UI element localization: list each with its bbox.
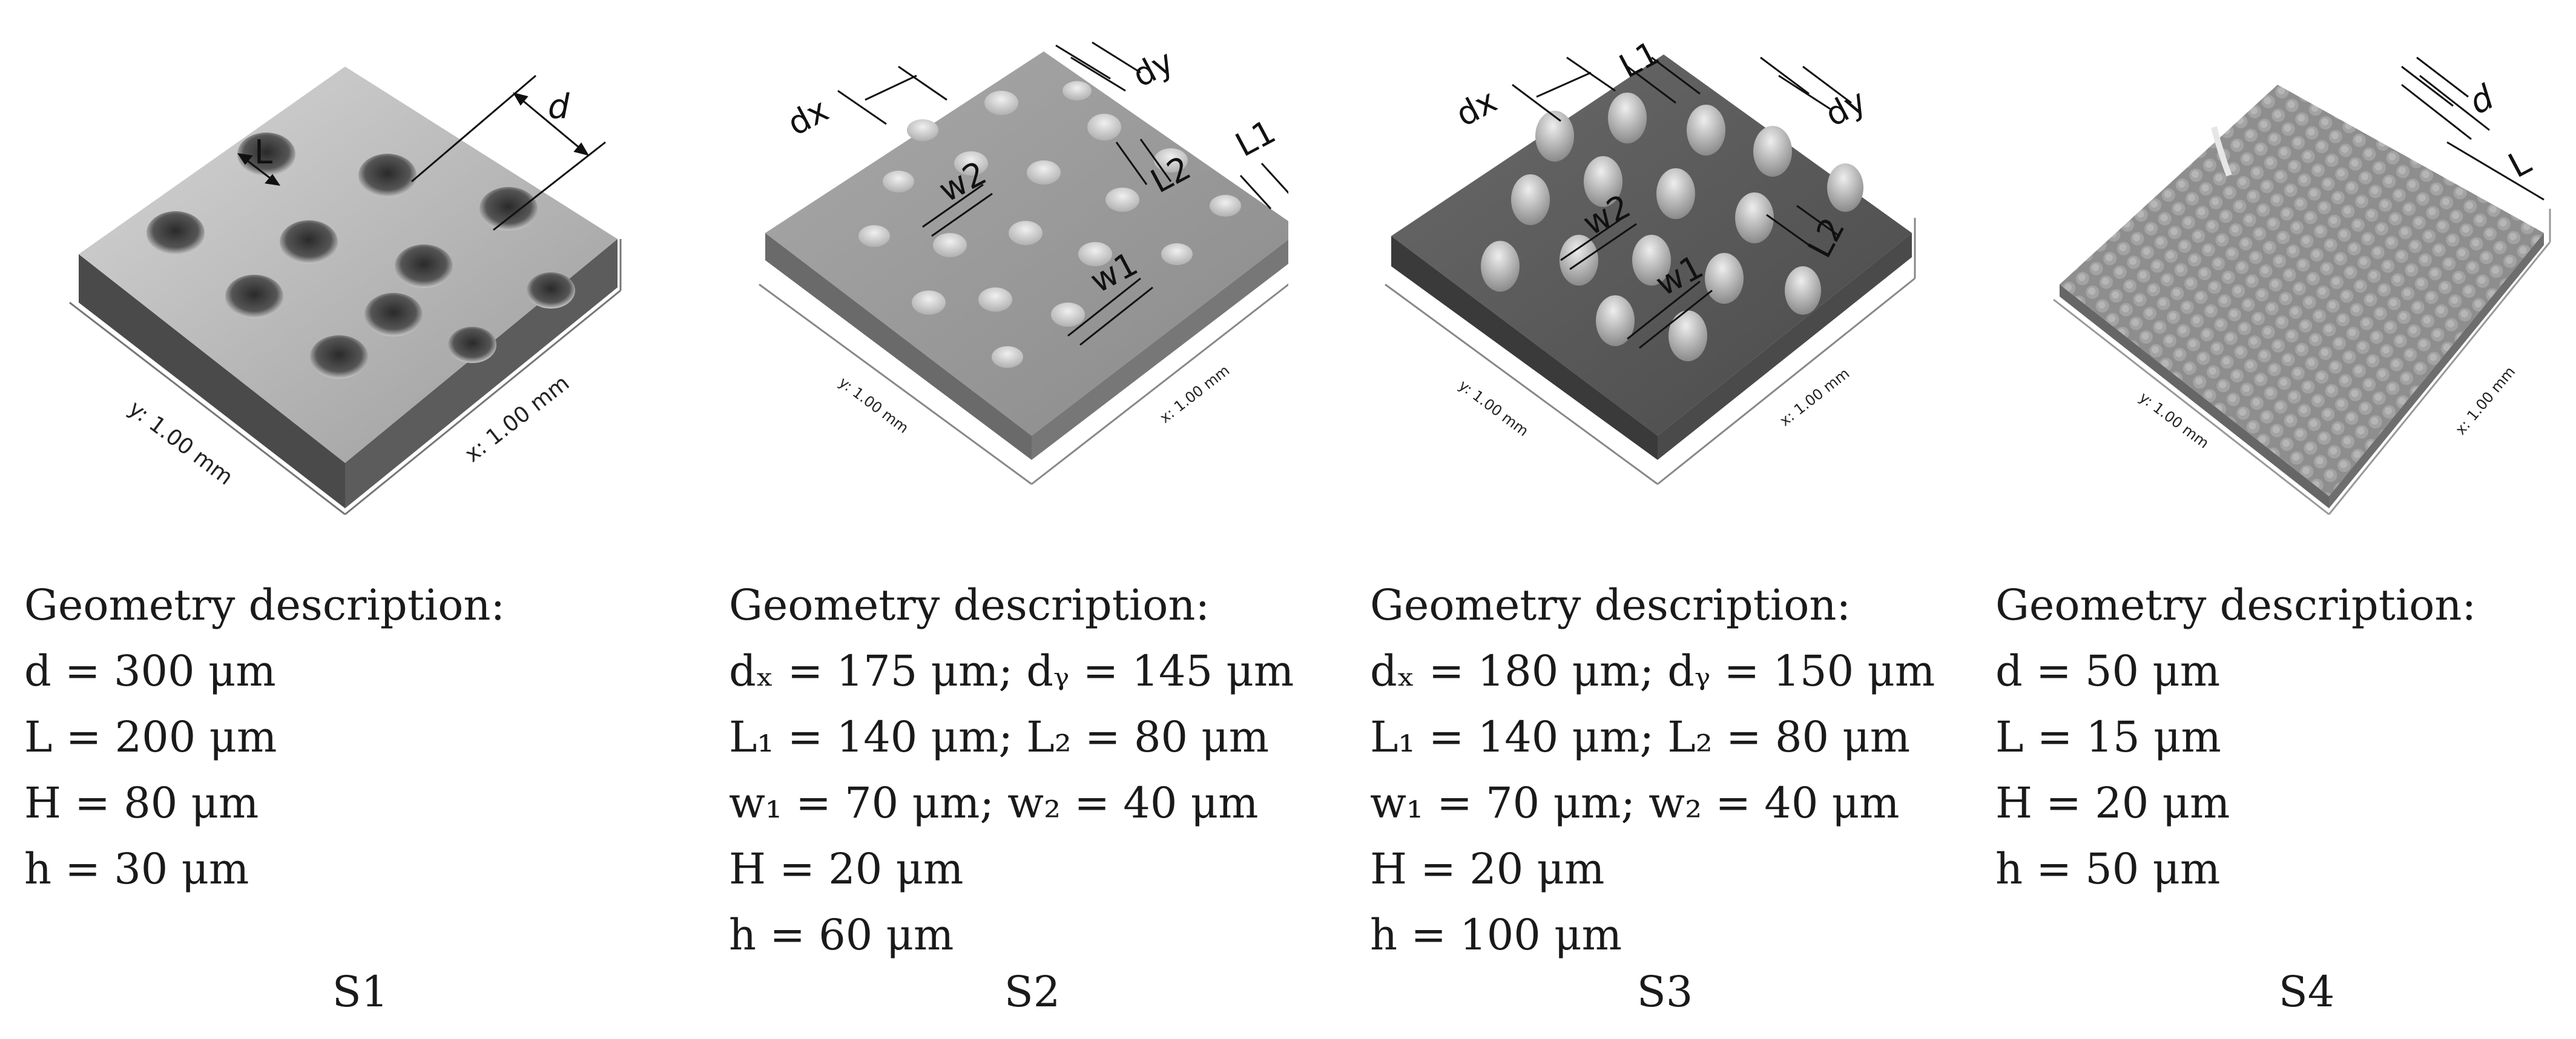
pillar-array [1481, 93, 1863, 361]
dimension-l2-s3 [1766, 205, 1840, 246]
description-line: L = 15 μm [1995, 712, 2221, 762]
description-heading: Geometry description: [1995, 580, 2477, 630]
panel-label-s2: S2 [1004, 967, 1061, 1017]
dimension-label-dy-s2: dy [1127, 42, 1180, 95]
dimension-l-s4 [2446, 141, 2545, 201]
surface-plot-s1: y: 1.00 mm x: 1.00 mm d L [69, 67, 622, 516]
description-line: d = 50 μm [1995, 646, 2221, 696]
surface-side-left [1391, 236, 1658, 460]
description-line: L₁ = 140 μm; L₂ = 80 μm [729, 712, 1270, 762]
description-line: h = 60 μm [729, 910, 954, 960]
dimension-label-d-s4: d [2463, 77, 2500, 122]
surface-plot-s3: y: 1.00 mm x: 1.00 mm dx L1 dy w2 [1385, 34, 1916, 485]
description-line: w₁ = 70 μm; w₂ = 40 μm [729, 778, 1259, 828]
description-line: d = 300 μm [24, 646, 276, 696]
surface-side-right [1032, 240, 1288, 460]
description-line: H = 20 μm [1370, 844, 1605, 894]
description-line: h = 100 μm [1370, 910, 1622, 960]
description-heading: Geometry description: [1370, 580, 1851, 630]
geometry-description-s4: Geometry description: d = 50 μm L = 15 μ… [1995, 572, 2476, 902]
dimension-label-l-s4: L [2502, 142, 2537, 186]
dimension-l1-s3 [1627, 56, 1701, 104]
surface-top [79, 67, 618, 463]
dimension-d-s1 [411, 74, 606, 231]
surface-side-right [2329, 233, 2544, 508]
dimension-label-l-s1: L [254, 133, 272, 171]
dimension-dx-s2 [837, 65, 947, 125]
description-line: H = 20 μm [729, 844, 964, 894]
dimension-label-l1-s2: L1 [1230, 113, 1282, 165]
x-axis-label-s4: x: 1.00 mm [2452, 363, 2518, 438]
x-axis-label-s2: x: 1.00 mm [1156, 362, 1233, 427]
description-heading: Geometry description: [24, 580, 506, 630]
surface-side-left [2060, 284, 2329, 508]
dimension-w2-s3 [1560, 214, 1637, 270]
description-heading: Geometry description: [729, 580, 1210, 630]
description-line: dₓ = 175 μm; dᵧ = 145 μm [729, 646, 1294, 696]
surface-side-right [1658, 233, 1912, 460]
surface-top [2060, 85, 2544, 496]
dimension-w1-s3 [1627, 280, 1713, 349]
description-line: L₁ = 140 μm; L₂ = 80 μm [1370, 712, 1911, 762]
dimension-w1-s2 [1067, 277, 1153, 346]
geometry-description-s3: Geometry description: dₓ = 180 μm; dᵧ = … [1370, 572, 1935, 968]
dimension-dy-s2 [1055, 41, 1141, 92]
dimension-label-dx-s3: dx [1450, 82, 1503, 134]
description-line: H = 20 μm [1995, 778, 2230, 828]
surface-side-left [79, 254, 345, 508]
dimension-label-d-s1: d [548, 87, 570, 126]
description-line: h = 30 μm [24, 844, 249, 894]
dimension-l-s1 [237, 153, 281, 186]
dimension-dy-s3 [1760, 56, 1852, 110]
dimension-dx-s3 [1512, 56, 1616, 122]
description-line: w₁ = 70 μm; w₂ = 40 μm [1370, 778, 1900, 828]
surface-plot-s4: y: 1.00 mm x: 1.00 mm d L [2053, 56, 2551, 516]
y-axis-label-s2: y: 1.00 mm [835, 373, 911, 436]
description-line: dₓ = 180 μm; dᵧ = 150 μm [1370, 646, 1935, 696]
x-axis-label-s3: x: 1.00 mm [1776, 365, 1853, 430]
pill-array [858, 81, 1241, 368]
geometry-description-s1: Geometry description: d = 300 μm L = 200… [24, 572, 505, 902]
y-axis-label-s3: y: 1.00 mm [1455, 376, 1531, 439]
description-line: L = 200 μm [24, 712, 277, 762]
surface-defect [2211, 126, 2232, 177]
dimension-label-dy-s3: dy [1819, 82, 1873, 134]
hole-array [147, 133, 575, 379]
geometry-description-s2: Geometry description: dₓ = 175 μm; dᵧ = … [729, 572, 1294, 968]
dimension-label-dx-s2: dx [782, 91, 835, 143]
surface-plot-s2: y: 1.00 mm x: 1.00 mm dx dy L1 L2 [759, 41, 1288, 485]
panel-label-s4: S4 [2278, 967, 2335, 1017]
surface-side-left [765, 233, 1032, 460]
dimension-w2-s2 [922, 183, 993, 237]
dimension-d-s4 [2401, 56, 2490, 140]
description-line: h = 50 μm [1995, 844, 2221, 894]
description-line: H = 80 μm [24, 778, 259, 828]
dimension-l1-s2 [1239, 162, 1288, 210]
dimension-l2-s2 [1115, 139, 1172, 185]
panel-label-s1: S1 [332, 967, 389, 1017]
panel-label-s3: S3 [1636, 967, 1693, 1017]
